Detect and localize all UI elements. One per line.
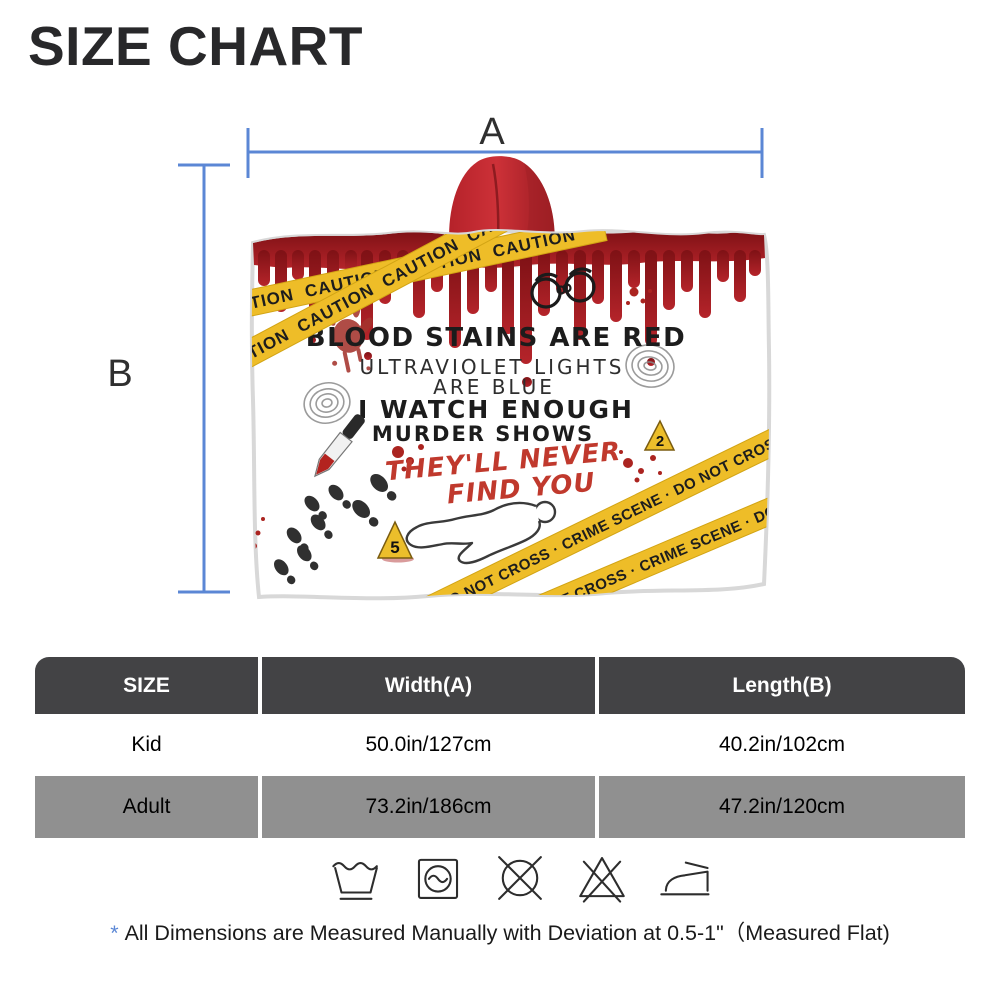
- hood: [449, 156, 555, 252]
- body-outline-icon: [405, 500, 557, 565]
- page-title: SIZE CHART: [28, 15, 363, 77]
- table-row-kid-width: 50.0in/127cm: [258, 714, 595, 776]
- evidence-marker-5: 5: [376, 520, 414, 563]
- knife-icon: [314, 414, 365, 478]
- table-row-adult-width: 73.2in/186cm: [258, 776, 595, 838]
- iron-icon: [660, 861, 710, 896]
- do-not-dry-clean-icon: [498, 856, 542, 900]
- footnote-text: All Dimensions are Measured Manually wit…: [124, 921, 890, 945]
- footnote-asterisk: *: [110, 921, 119, 945]
- evidence-marker-2: 2: [643, 419, 676, 451]
- blanket-text-line-5: MURDER SHOWS: [372, 422, 594, 446]
- footprints-icon: [274, 473, 397, 585]
- svg-text:5: 5: [390, 538, 399, 557]
- footnote: * All Dimensions are Measured Manually wi…: [0, 916, 1000, 947]
- care-icons-row: [0, 849, 1000, 907]
- table-header-size: SIZE: [35, 657, 258, 714]
- width-dimension-line: [246, 128, 764, 178]
- blanket-text-line-1: BLOOD STAINS ARE RED: [306, 323, 686, 353]
- product-diagram: A B: [107, 111, 772, 601]
- table-row-adult-length: 47.2in/120cm: [595, 776, 965, 838]
- blanket-text-line-2: ULTRAVIOLET LIGHTS: [360, 355, 625, 379]
- width-label: A: [479, 111, 505, 153]
- handcuffs-icon: [530, 267, 596, 309]
- blanket-diagram-svg: A B: [107, 111, 772, 601]
- blanket-text-line-3: ARE BLUE: [433, 375, 555, 399]
- tumble-dry-icon: [417, 858, 459, 899]
- svg-text:2: 2: [656, 433, 664, 450]
- size-table: SIZE Width(A) Length(B) Kid 50.0in/127cm…: [35, 657, 965, 838]
- blanket-slogan: BLOOD STAINS ARE RED ULTRAVIOLET LIGHTS …: [306, 323, 686, 510]
- table-header-width: Width(A): [258, 657, 595, 714]
- length-dimension-line: [178, 163, 230, 594]
- table-header-length: Length(B): [595, 657, 965, 714]
- table-row-kid-size: Kid: [35, 714, 258, 776]
- table-row-adult-size: Adult: [35, 776, 258, 838]
- table-row-kid-length: 40.2in/102cm: [595, 714, 965, 776]
- blanket-text-line-4: I WATCH ENOUGH: [358, 395, 634, 424]
- fingerprint-icon: [303, 344, 675, 424]
- machine-wash-icon: [332, 862, 378, 900]
- do-not-bleach-icon: [579, 857, 625, 903]
- length-label: B: [107, 353, 132, 395]
